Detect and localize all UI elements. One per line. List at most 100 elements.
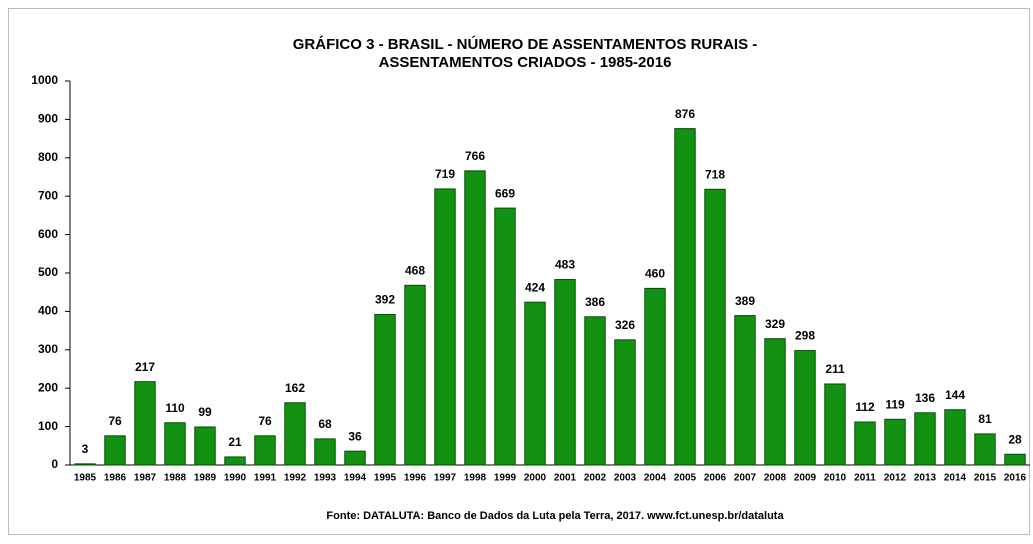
y-tick-label: 1000 <box>31 73 58 87</box>
y-tick-label: 700 <box>38 188 58 202</box>
data-label: 217 <box>135 360 155 374</box>
bar <box>854 421 876 466</box>
bar <box>824 383 846 466</box>
bar <box>764 338 786 466</box>
data-label: 110 <box>165 401 185 415</box>
bar <box>1004 453 1026 466</box>
y-tick-label: 500 <box>38 265 58 279</box>
y-tick-label: 400 <box>38 304 58 318</box>
data-label: 719 <box>435 167 455 181</box>
data-label: 162 <box>285 381 305 395</box>
x-tick-label: 1996 <box>404 473 427 484</box>
data-label: 766 <box>465 149 485 163</box>
x-tick-label: 2008 <box>764 473 787 484</box>
x-tick-label: 1993 <box>314 473 337 484</box>
bar <box>734 315 756 466</box>
bar <box>164 422 186 466</box>
data-label: 468 <box>405 263 425 277</box>
bar <box>224 456 246 466</box>
data-label: 3 <box>82 442 89 456</box>
bar <box>584 316 606 466</box>
bar <box>374 313 396 466</box>
data-label: 389 <box>735 294 755 308</box>
x-tick-label: 2014 <box>944 473 967 484</box>
data-label: 21 <box>228 435 242 449</box>
data-label: 298 <box>795 329 815 343</box>
bar <box>794 350 816 466</box>
x-tick-label: 2013 <box>914 473 937 484</box>
x-tick-label: 1997 <box>434 473 457 484</box>
bar <box>74 463 96 466</box>
data-label: 460 <box>645 267 665 281</box>
bar <box>884 418 906 466</box>
bar <box>674 128 696 466</box>
data-label: 718 <box>705 167 725 181</box>
bar <box>554 279 576 466</box>
source-note: Fonte: DATALUTA: Banco de Dados da Luta … <box>326 510 784 522</box>
x-tick-label: 2006 <box>704 473 727 484</box>
bar <box>404 284 426 466</box>
bar <box>284 402 306 466</box>
x-tick-label: 2007 <box>734 473 757 484</box>
y-tick-label: 0 <box>51 457 58 471</box>
frame <box>8 8 1030 535</box>
data-label: 36 <box>348 429 362 443</box>
data-label: 424 <box>525 280 545 294</box>
bar <box>194 426 216 466</box>
x-tick-label: 2015 <box>974 473 997 484</box>
bar <box>494 207 516 466</box>
data-label: 28 <box>1008 432 1022 446</box>
data-label: 112 <box>855 400 875 414</box>
bar <box>974 433 996 466</box>
data-label: 392 <box>375 293 395 307</box>
data-label: 81 <box>978 412 992 426</box>
x-tick-label: 1989 <box>194 473 217 484</box>
x-tick-label: 2004 <box>644 473 667 484</box>
x-tick-label: 2001 <box>554 473 577 484</box>
x-tick-label: 2009 <box>794 473 817 484</box>
x-tick-label: 2016 <box>1004 473 1027 484</box>
data-label: 76 <box>108 414 122 428</box>
chart-title: ASSENTAMENTOS CRIADOS - 1985-2016 <box>379 54 672 71</box>
x-tick-label: 2000 <box>524 473 547 484</box>
data-label: 386 <box>585 295 605 309</box>
x-tick-label: 2010 <box>824 473 847 484</box>
bar <box>524 301 546 466</box>
bar <box>254 435 276 466</box>
y-tick-label: 600 <box>38 227 58 241</box>
data-label: 211 <box>825 362 845 376</box>
bar <box>134 381 156 466</box>
x-tick-label: 1988 <box>164 473 187 484</box>
x-tick-label: 2012 <box>884 473 907 484</box>
x-tick-label: 1999 <box>494 473 517 484</box>
bar <box>464 170 486 466</box>
y-tick-label: 200 <box>38 380 58 394</box>
bar <box>314 438 336 466</box>
y-tick-label: 900 <box>38 112 58 126</box>
x-tick-label: 2002 <box>584 473 607 484</box>
x-tick-label: 1985 <box>74 473 97 484</box>
bar <box>614 339 636 466</box>
x-tick-label: 1992 <box>284 473 307 484</box>
y-tick-label: 100 <box>38 419 58 433</box>
bar <box>644 287 666 466</box>
x-tick-label: 2011 <box>854 473 876 484</box>
y-tick-label: 300 <box>38 342 58 356</box>
data-label: 483 <box>555 258 575 272</box>
y-tick-label: 800 <box>38 150 58 164</box>
x-tick-label: 1987 <box>134 473 157 484</box>
x-tick-label: 1986 <box>104 473 127 484</box>
bar <box>944 409 966 466</box>
bar <box>914 412 936 466</box>
data-label: 876 <box>675 107 695 121</box>
x-tick-label: 1998 <box>464 473 487 484</box>
x-tick-label: 1990 <box>224 473 247 484</box>
data-label: 669 <box>495 186 515 200</box>
data-label: 99 <box>198 405 212 419</box>
bar <box>344 450 366 466</box>
bar <box>704 188 726 466</box>
data-label: 136 <box>915 391 935 405</box>
x-tick-label: 1995 <box>374 473 397 484</box>
bar <box>434 188 456 466</box>
